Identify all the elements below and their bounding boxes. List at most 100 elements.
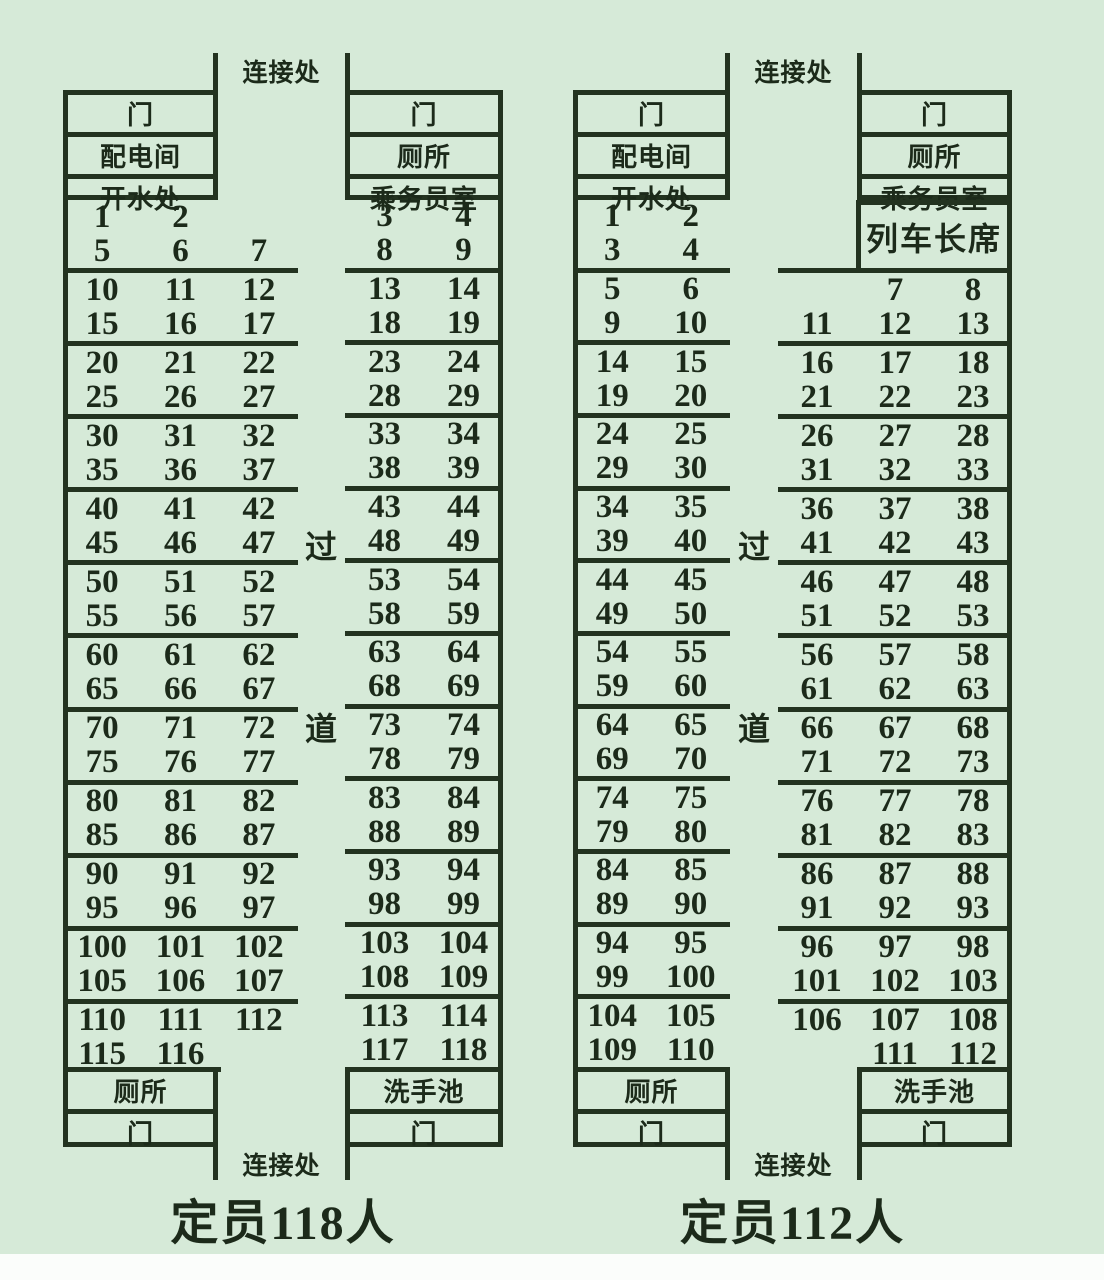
seat-row: 13 14 xyxy=(345,273,503,307)
seat-group: 64 65 69 70 xyxy=(573,709,730,782)
seat-38: 38 xyxy=(368,450,401,487)
seat-66: 66 xyxy=(800,710,834,747)
seat-65: 65 xyxy=(85,671,119,708)
seat-96: 96 xyxy=(800,929,834,966)
seat-73: 73 xyxy=(368,707,401,744)
hot-water-label: 开水处 xyxy=(99,185,181,214)
seat-25: 25 xyxy=(85,378,119,415)
top-connector-wall-right xyxy=(345,53,350,95)
seat-row: 18 19 xyxy=(345,304,503,341)
seat-group: 80 81 82 85 86 87 xyxy=(63,785,298,858)
seat-61: 61 xyxy=(800,671,834,708)
seat-group: 66 67 68 71 72 73 xyxy=(778,712,1012,785)
seat-72: 72 xyxy=(242,710,276,747)
seat-45: 45 xyxy=(674,561,708,598)
aisle-label-lower: 道 xyxy=(304,711,337,747)
seat-6: 6 xyxy=(172,232,189,269)
seat-64: 64 xyxy=(447,634,480,671)
seat-row: 59 60 xyxy=(573,670,730,704)
carriage-wall-left xyxy=(573,90,578,1147)
seat-60: 60 xyxy=(85,636,119,673)
rooms-tower: 洗手池门 xyxy=(857,1072,1012,1149)
seat-83: 83 xyxy=(956,817,990,854)
seat-34: 34 xyxy=(595,489,629,526)
seat-group: 列车长席 xyxy=(778,200,1012,274)
seat-112: 112 xyxy=(234,1002,283,1039)
seat-113: 113 xyxy=(360,997,409,1034)
seat-row: 76 77 78 xyxy=(778,785,1012,819)
seat-99: 99 xyxy=(595,958,629,995)
seat-row: 26 27 28 xyxy=(778,419,1012,453)
capacity-label-118: 定员118人 xyxy=(170,1197,396,1250)
seat-107: 107 xyxy=(870,1002,920,1039)
seat-group: 14 15 19 20 xyxy=(573,345,730,419)
seat-8: 8 xyxy=(376,232,393,269)
seat-row: 90 91 92 xyxy=(63,858,298,892)
seat-17: 17 xyxy=(242,305,276,342)
seat-24: 24 xyxy=(595,416,629,453)
seat-row: 81 82 83 xyxy=(778,819,1012,853)
seat-33: 33 xyxy=(956,451,990,488)
seat-49: 49 xyxy=(595,595,629,632)
seat-94: 94 xyxy=(447,852,480,889)
seat-row: 66 67 68 xyxy=(778,712,1012,746)
seat-group: 73 74 78 79 xyxy=(345,709,503,782)
seat-37: 37 xyxy=(878,490,912,527)
seat-row: 84 85 xyxy=(573,854,730,888)
seat-11: 11 xyxy=(801,305,833,342)
seat-row: 61 62 63 xyxy=(778,673,1012,707)
seat-48: 48 xyxy=(368,522,401,559)
seat-109: 109 xyxy=(438,958,489,995)
seat-68: 68 xyxy=(368,668,401,705)
seat-row: 35 36 37 xyxy=(63,453,298,487)
seat-72: 72 xyxy=(878,744,912,781)
seat-2: 2 xyxy=(682,198,700,235)
seat-90: 90 xyxy=(85,856,119,893)
seat-row: 56 57 58 xyxy=(778,638,1012,672)
seat-row: 88 89 xyxy=(345,815,503,849)
seat-row: 36 37 38 xyxy=(778,492,1012,526)
seat-12: 12 xyxy=(878,305,912,342)
seat-row: 29 30 xyxy=(573,452,730,486)
seat-84: 84 xyxy=(595,852,629,889)
seat-row: 23 24 xyxy=(345,345,503,379)
seat-row: 9 10 xyxy=(573,306,730,341)
seat-group: 26 27 28 31 32 33 xyxy=(778,419,1012,493)
seat-77: 77 xyxy=(878,783,912,820)
seat-105: 105 xyxy=(666,997,716,1034)
seat-40: 40 xyxy=(674,522,708,559)
seat-23: 23 xyxy=(368,343,401,380)
seat-row: 21 22 23 xyxy=(778,380,1012,414)
seat-row: 48 49 xyxy=(345,522,503,559)
seat-82: 82 xyxy=(242,783,276,820)
seat-103: 103 xyxy=(948,963,998,1000)
seat-19: 19 xyxy=(447,304,480,341)
seat-row: 108 109 xyxy=(345,958,503,995)
seat-37: 37 xyxy=(242,451,276,488)
seat-112: 112 xyxy=(949,1036,997,1073)
seat-row: 53 54 xyxy=(345,563,503,597)
seat-row: 38 39 xyxy=(345,452,503,486)
seat-7: 7 xyxy=(250,232,268,269)
seat-78: 78 xyxy=(368,740,401,777)
seat-27: 27 xyxy=(242,378,276,415)
seat-66: 66 xyxy=(163,671,197,708)
seat-32: 32 xyxy=(242,417,276,454)
seat-row: 113 114 xyxy=(345,999,503,1033)
seat-102: 102 xyxy=(234,929,284,966)
seat-56: 56 xyxy=(163,597,197,634)
seat-group: 34 35 39 40 xyxy=(573,491,730,564)
seat-group: 93 94 98 99 xyxy=(345,854,503,927)
seat-group: 76 77 78 81 82 83 xyxy=(778,785,1012,858)
seat-79: 79 xyxy=(447,740,480,777)
seat-54: 54 xyxy=(447,561,480,598)
seat-1: 1 xyxy=(604,198,621,235)
seat-100: 100 xyxy=(77,929,127,966)
seat-98: 98 xyxy=(956,929,990,966)
rooms-tower: 门配电间 开水处 xyxy=(573,90,730,214)
seat-61: 61 xyxy=(163,636,197,673)
seat-group: 90 91 92 95 96 97 xyxy=(63,858,298,931)
door-label: 门 xyxy=(578,95,725,137)
